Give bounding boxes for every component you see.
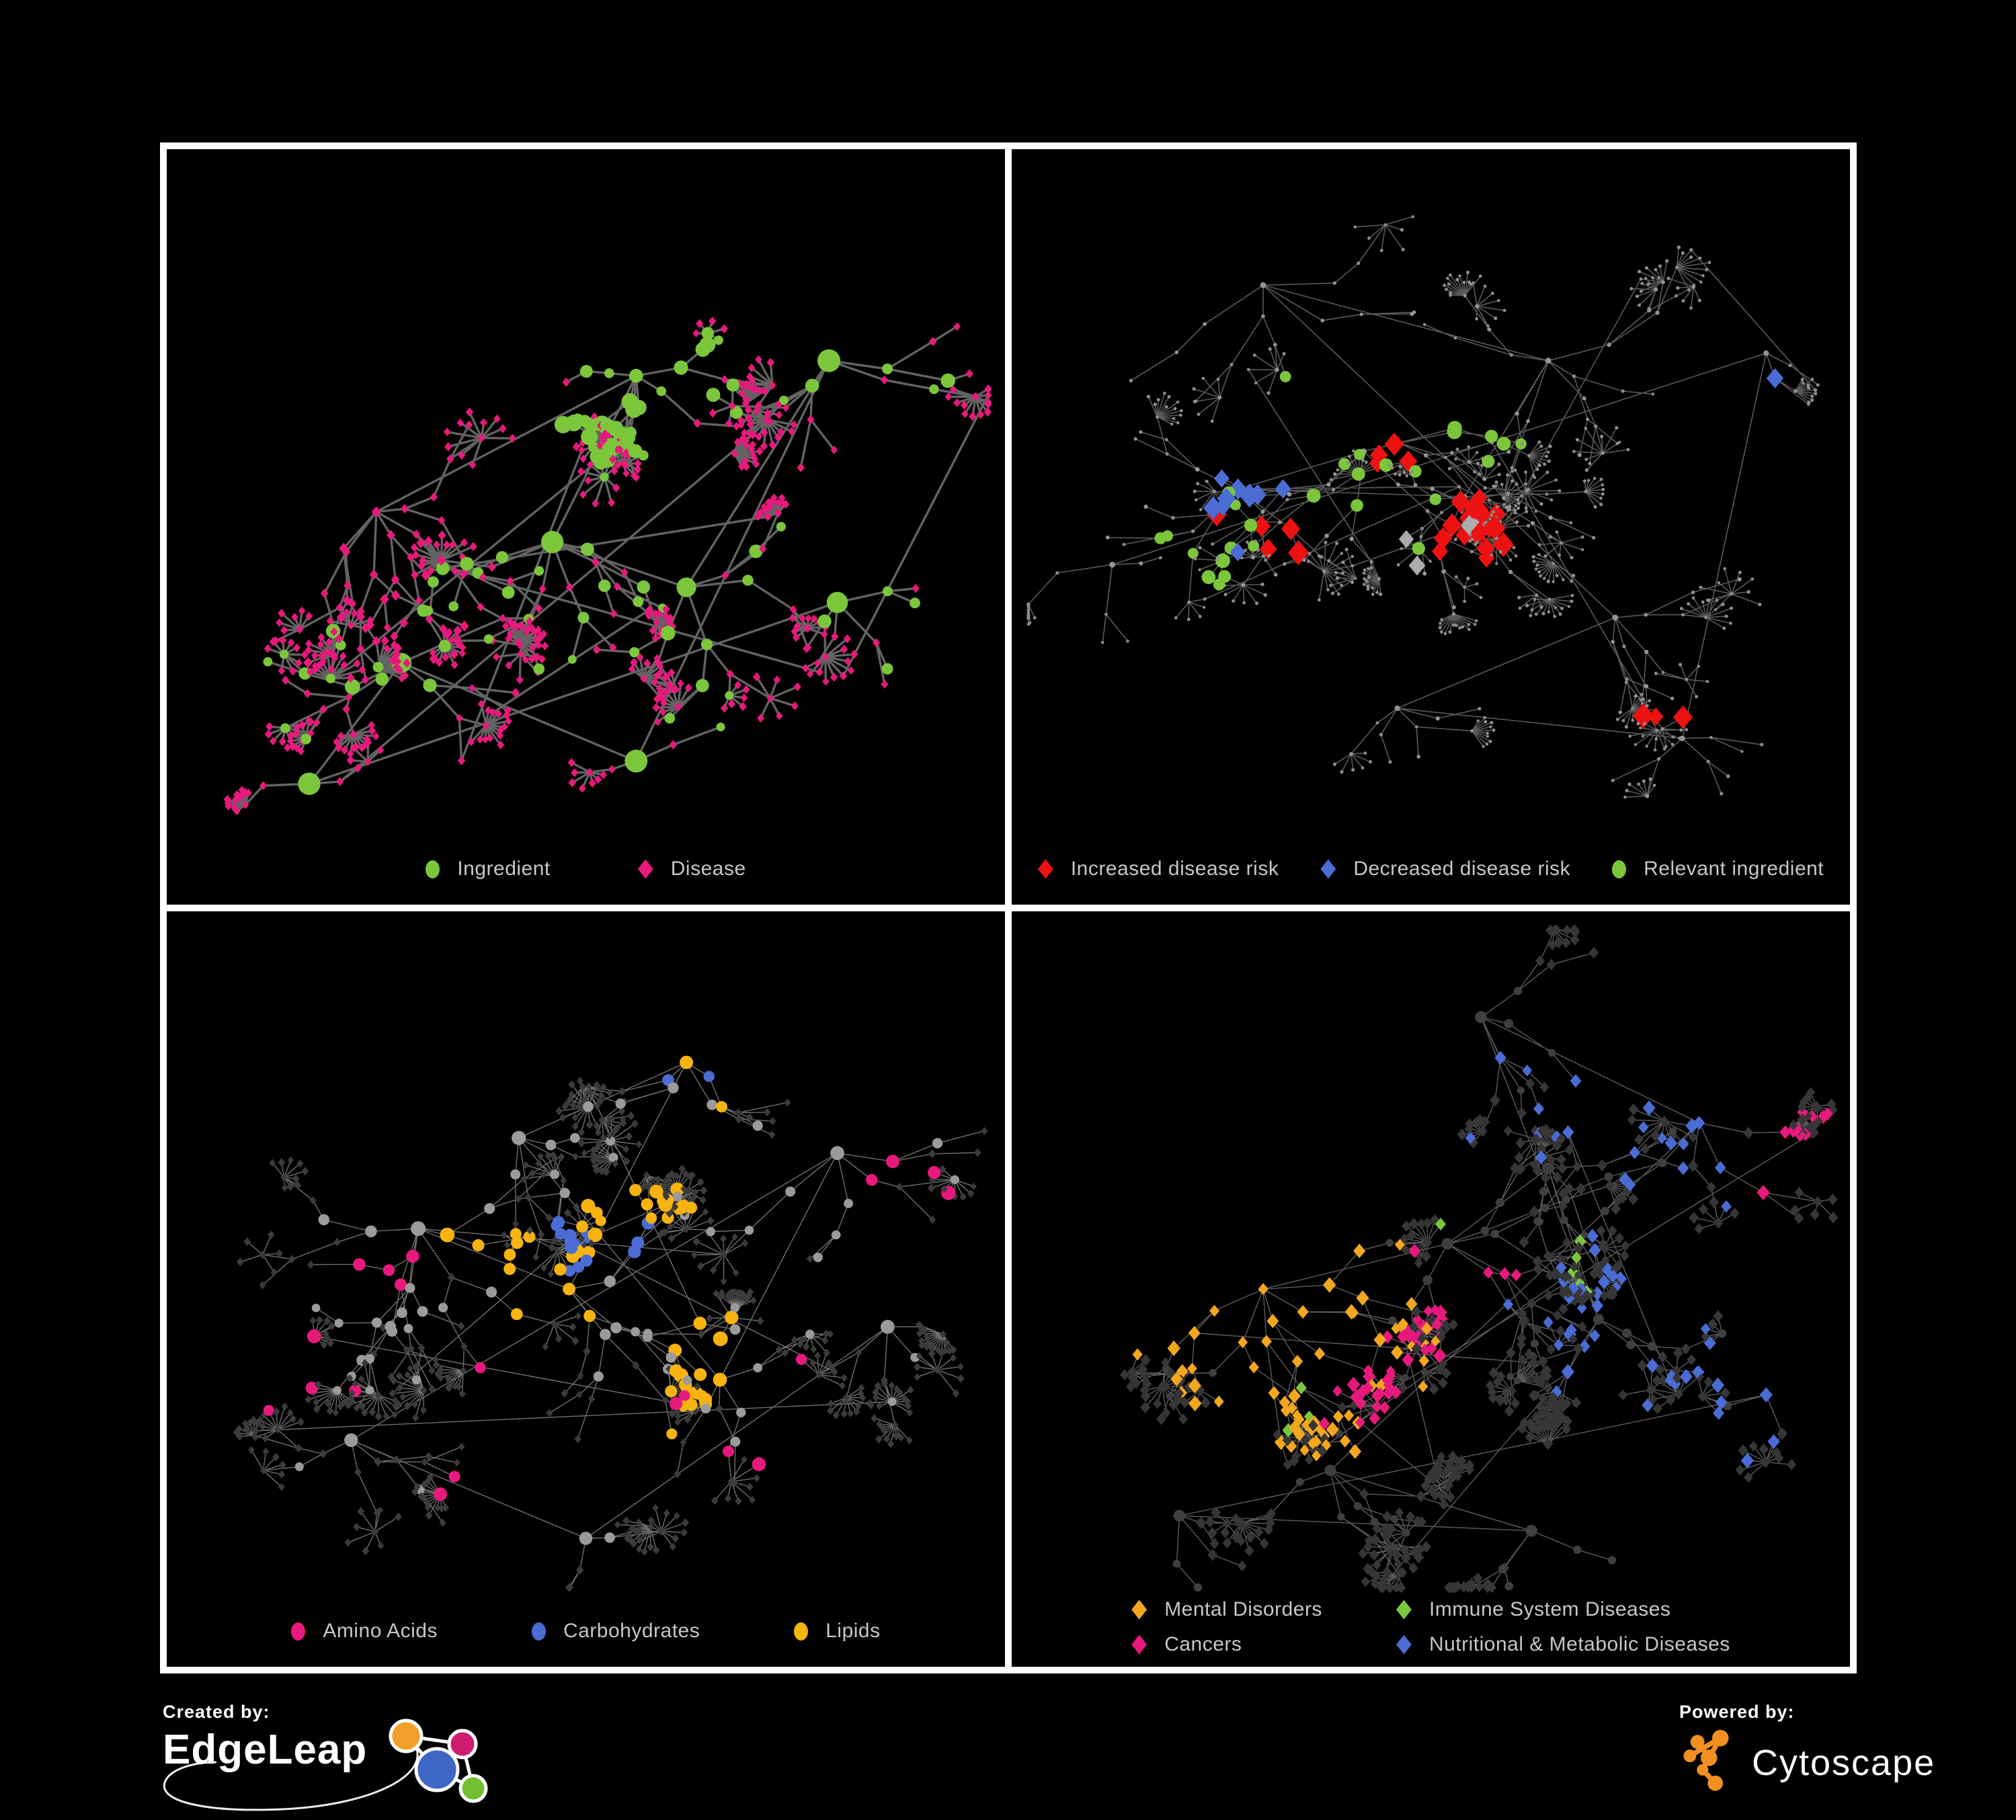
cytoscape-brand-text: Cytoscape [1752, 1743, 1936, 1783]
nodes-layer [1026, 215, 1820, 799]
edges-layer [226, 320, 990, 813]
nodes-layer [1119, 924, 1839, 1594]
network-graph-disease-risk [1026, 215, 1820, 799]
network-graph-disease-classes [1119, 924, 1839, 1594]
panel-disease-risk: Increased disease risk Decreased disease … [1012, 149, 1850, 905]
edges-layer [1028, 216, 1818, 798]
network-graph-ingredient-disease [223, 317, 992, 816]
powered-by-label: Powered by: [1679, 1702, 1795, 1722]
cytoscape-icon [1683, 1729, 1729, 1791]
edgeleap-network-icon [389, 1719, 488, 1803]
panel-disease-classes: Mental Disorders Immune System Diseases Ca… [1012, 911, 1850, 1667]
edges-layer [1124, 929, 1834, 1588]
edgeleap-brand-text: EdgeLeap [163, 1727, 368, 1773]
network-graph-nutrient-classes [233, 1055, 988, 1592]
created-by-label: Created by: [163, 1702, 270, 1722]
nodes-layer [233, 1055, 988, 1592]
panel-nutrient-classes: Amino Acids Carbohydrates Lipids [167, 911, 1005, 1667]
edgeleap-logo: Created by: EdgeLeap [163, 1702, 492, 1811]
figure-grid: Ingredient Disease Increased disease risk… [160, 142, 1857, 1673]
panel-ingredient-disease: Ingredient Disease [167, 149, 1005, 905]
cytoscape-logo: Powered by: Cytoscape [1679, 1702, 1935, 1798]
edgeleap-swoosh-icon [163, 1743, 419, 1811]
nodes-layer [223, 317, 992, 816]
